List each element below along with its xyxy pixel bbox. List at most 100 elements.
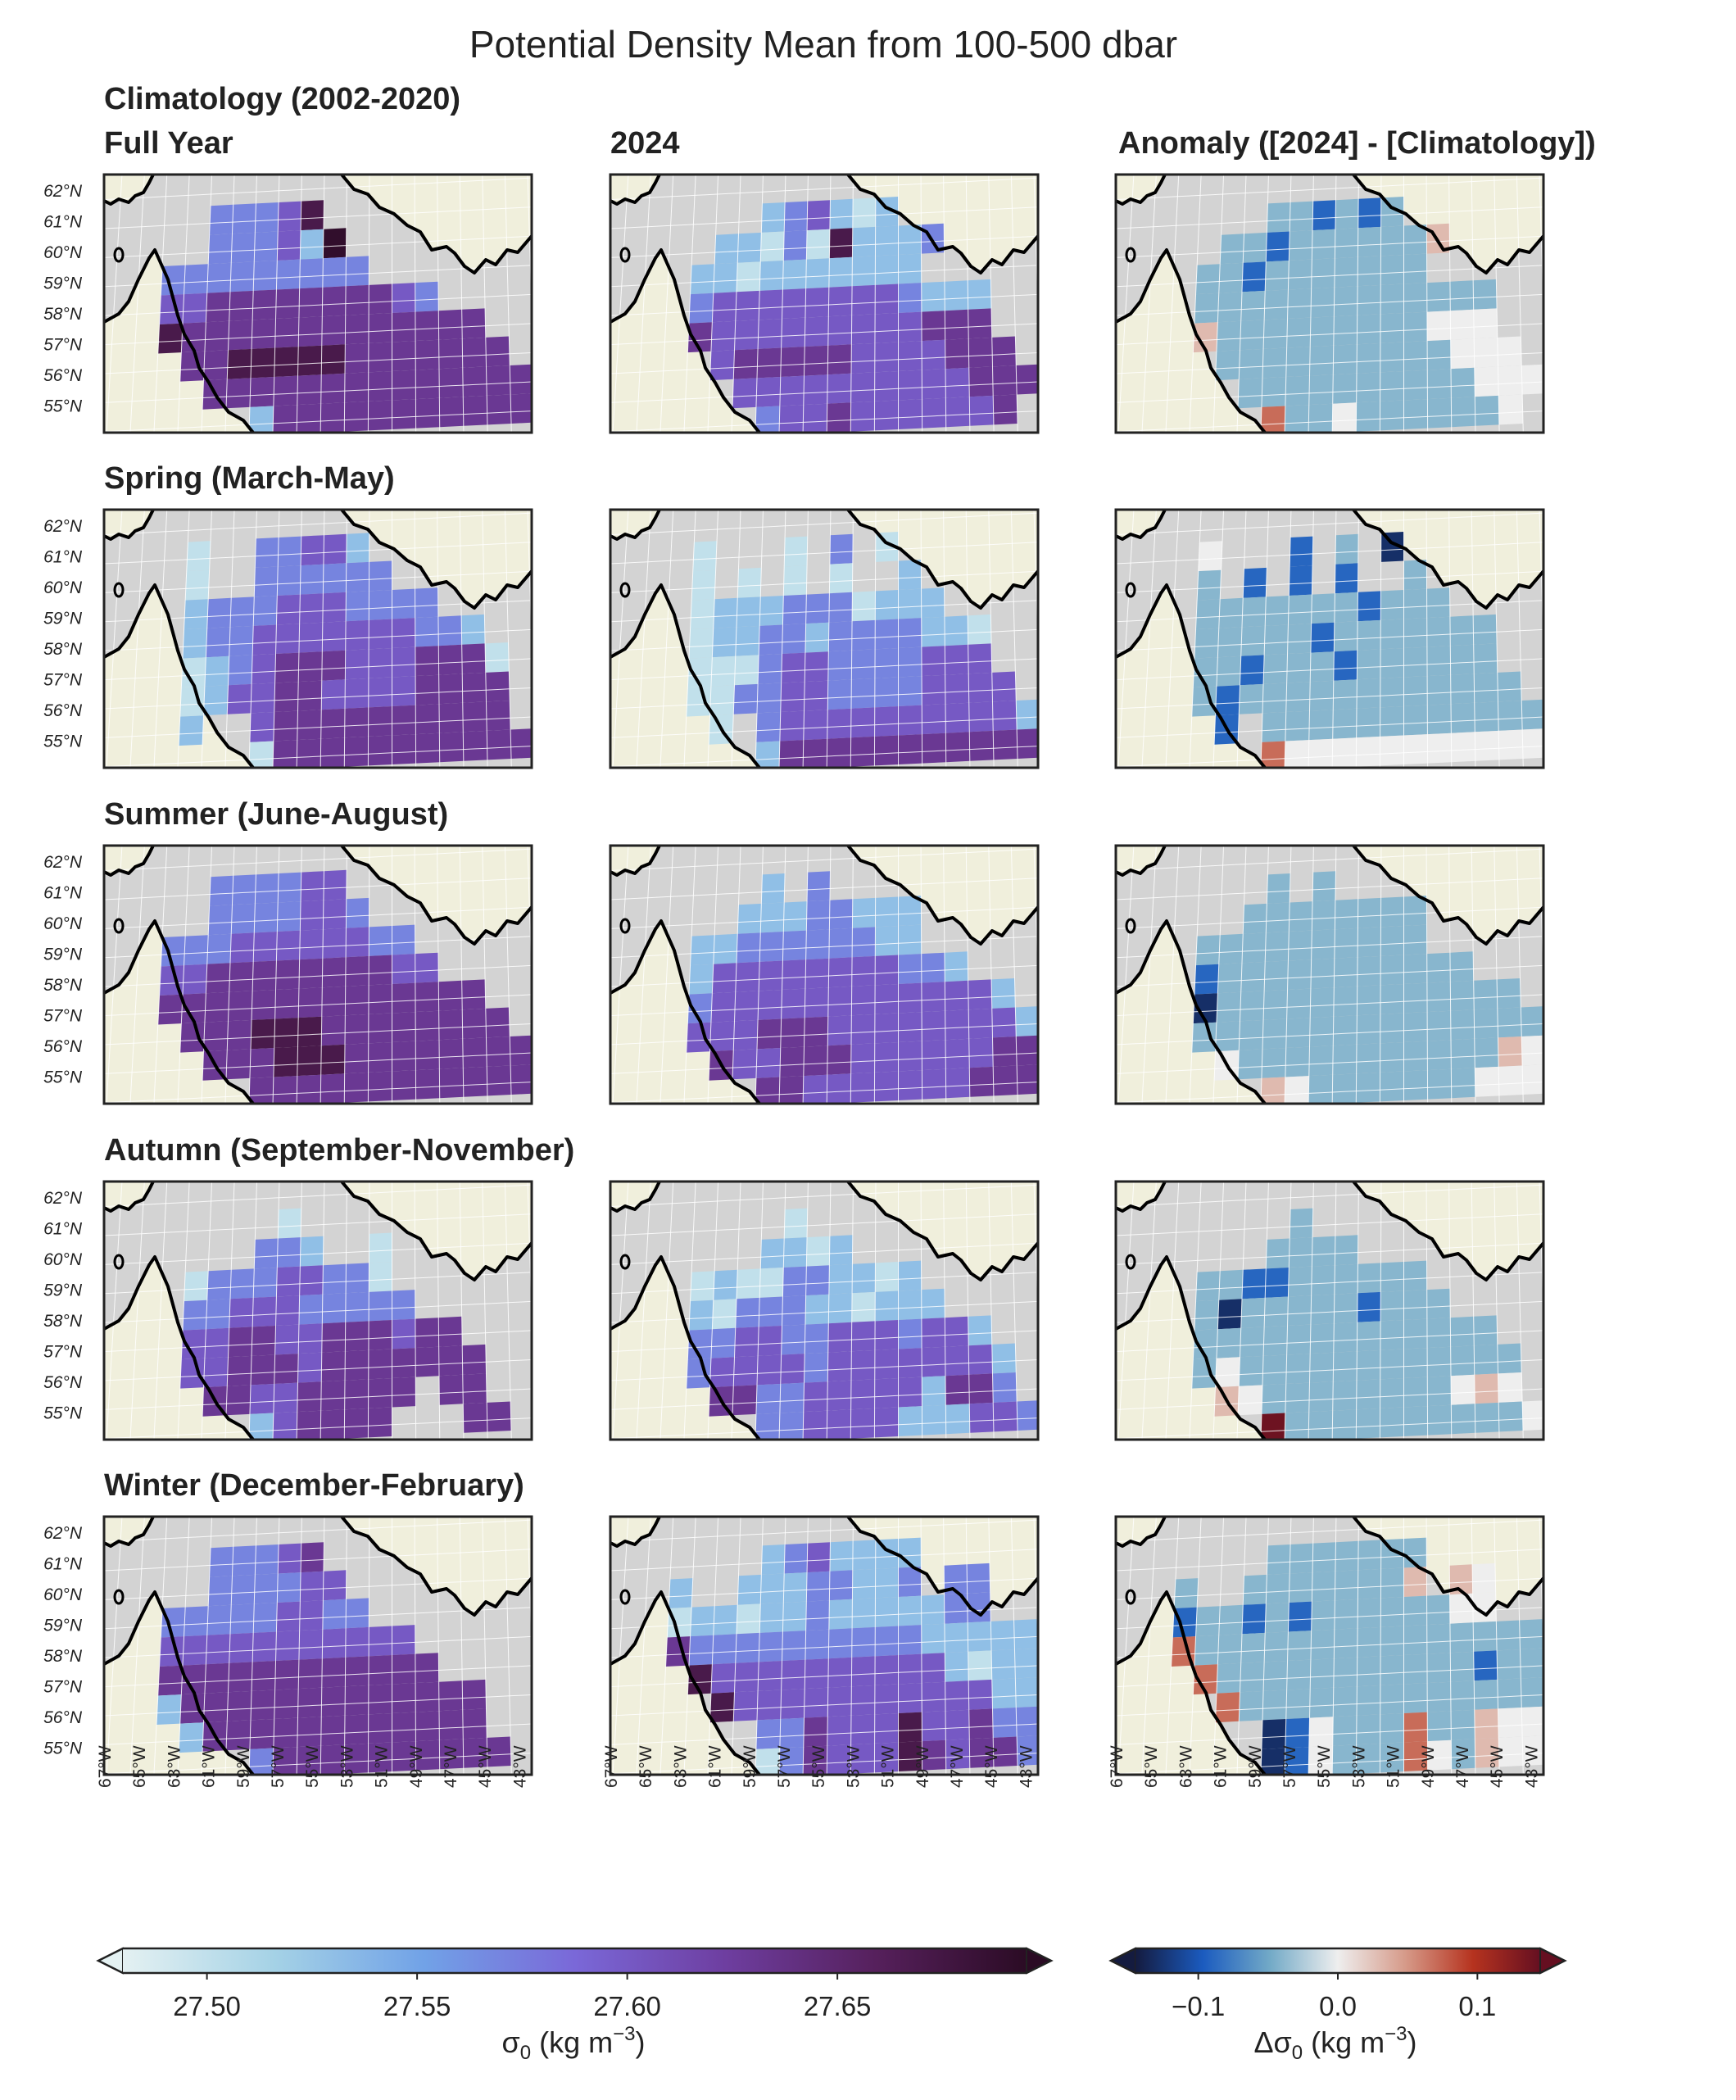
data-cell bbox=[438, 1680, 463, 1712]
parallel-line bbox=[104, 1607, 532, 1630]
longitude-label: 47°W bbox=[442, 1745, 460, 1788]
meridian-line bbox=[636, 846, 651, 1104]
data-cell bbox=[1285, 1717, 1310, 1748]
meridian-line bbox=[1078, 1154, 1091, 1474]
data-cell bbox=[1014, 1648, 1038, 1679]
data-cell bbox=[875, 1626, 899, 1657]
density-colorbar-lower-extend-arrow bbox=[96, 1947, 124, 1975]
coastline bbox=[104, 1590, 255, 1775]
data-cell bbox=[829, 533, 854, 565]
data-cell bbox=[179, 686, 205, 717]
data-cell bbox=[737, 1574, 762, 1605]
meridian-line bbox=[659, 846, 674, 1104]
data-cell bbox=[231, 1574, 256, 1605]
data-cell bbox=[206, 627, 230, 658]
data-cell bbox=[781, 1659, 805, 1690]
data-cell bbox=[1311, 593, 1335, 624]
data-cell bbox=[898, 1348, 922, 1378]
data-cell bbox=[249, 1384, 274, 1414]
data-cell bbox=[1308, 374, 1334, 406]
data-cell bbox=[369, 619, 392, 650]
island-outline bbox=[1125, 918, 1136, 934]
meridian-line bbox=[1674, 478, 1693, 798]
coastline bbox=[1116, 583, 1267, 768]
data-cell bbox=[1357, 314, 1381, 345]
data-cell bbox=[228, 1327, 253, 1358]
data-cell bbox=[1426, 1318, 1451, 1349]
coastline bbox=[610, 1517, 661, 1548]
coastline bbox=[846, 1182, 1038, 1281]
data-cell bbox=[1403, 1070, 1428, 1100]
density-colorbar-gradient-bar bbox=[123, 1948, 1027, 1973]
meridian-line bbox=[920, 1517, 923, 1775]
data-cell bbox=[1498, 729, 1524, 760]
data-cell bbox=[320, 737, 345, 768]
land-area bbox=[1116, 1182, 1165, 1211]
data-cell bbox=[1498, 1036, 1523, 1067]
data-cell bbox=[321, 1351, 346, 1382]
latitude-label: 56°N bbox=[43, 366, 83, 385]
data-cell bbox=[991, 1343, 1017, 1374]
meridian-line bbox=[778, 1517, 786, 1775]
data-cell bbox=[827, 1657, 852, 1688]
parallel-line bbox=[1021, 1104, 1691, 1136]
data-cell bbox=[321, 315, 346, 346]
data-cell bbox=[1521, 1706, 1543, 1737]
data-cell bbox=[760, 902, 785, 933]
land-area bbox=[610, 1517, 659, 1546]
meridian-line bbox=[1584, 482, 1597, 802]
data-cell bbox=[1195, 264, 1221, 295]
data-cell bbox=[993, 1736, 1018, 1767]
data-cell bbox=[968, 279, 992, 310]
data-cell bbox=[486, 701, 511, 731]
meridian-line bbox=[873, 1517, 877, 1775]
data-cell bbox=[1426, 646, 1451, 677]
data-cell bbox=[1403, 1406, 1428, 1436]
data-cell bbox=[344, 1379, 369, 1410]
data-cell bbox=[298, 1323, 323, 1354]
parallel-line bbox=[104, 1330, 532, 1353]
data-cell bbox=[206, 597, 232, 628]
data-cell bbox=[209, 1546, 233, 1577]
data-cell bbox=[1288, 1601, 1312, 1632]
latitude-label: 62°N bbox=[43, 853, 83, 872]
data-cell bbox=[687, 1664, 713, 1695]
data-cell bbox=[1333, 1322, 1358, 1353]
data-cell bbox=[1380, 1684, 1404, 1715]
coastline bbox=[340, 1517, 532, 1617]
parallel-line bbox=[1116, 1549, 1543, 1572]
data-cell bbox=[1216, 991, 1241, 1023]
data-cell bbox=[1475, 395, 1499, 426]
data-cell bbox=[510, 364, 532, 395]
data-cell bbox=[226, 1385, 252, 1416]
data-cell bbox=[206, 963, 230, 994]
data-cell bbox=[320, 402, 345, 433]
data-cell bbox=[232, 203, 256, 234]
data-cell bbox=[1333, 315, 1358, 346]
data-cell bbox=[1521, 1677, 1543, 1708]
meridian-line bbox=[504, 175, 512, 433]
data-cell bbox=[805, 287, 829, 318]
data-cell bbox=[713, 262, 738, 293]
data-cell bbox=[320, 1744, 345, 1775]
data-cell bbox=[993, 1401, 1018, 1432]
data-cell bbox=[301, 871, 324, 902]
data-cell bbox=[1475, 1402, 1499, 1433]
meridian-line bbox=[585, 506, 605, 827]
data-cell bbox=[1451, 732, 1475, 763]
data-cell bbox=[898, 283, 922, 313]
parallel-line bbox=[1116, 878, 1543, 900]
data-cell bbox=[686, 1022, 711, 1053]
data-cell bbox=[1217, 292, 1242, 323]
data-cell bbox=[1312, 229, 1335, 260]
data-cell bbox=[203, 1021, 229, 1052]
data-cell bbox=[1265, 1603, 1290, 1633]
data-cell bbox=[208, 905, 233, 936]
data-cell bbox=[755, 406, 780, 433]
parallel-line bbox=[104, 1082, 532, 1104]
data-cell bbox=[181, 1329, 206, 1360]
data-cell bbox=[277, 230, 301, 261]
data-cell bbox=[415, 339, 439, 370]
data-cell bbox=[1380, 1042, 1404, 1073]
meridian-line bbox=[1651, 1485, 1669, 1805]
